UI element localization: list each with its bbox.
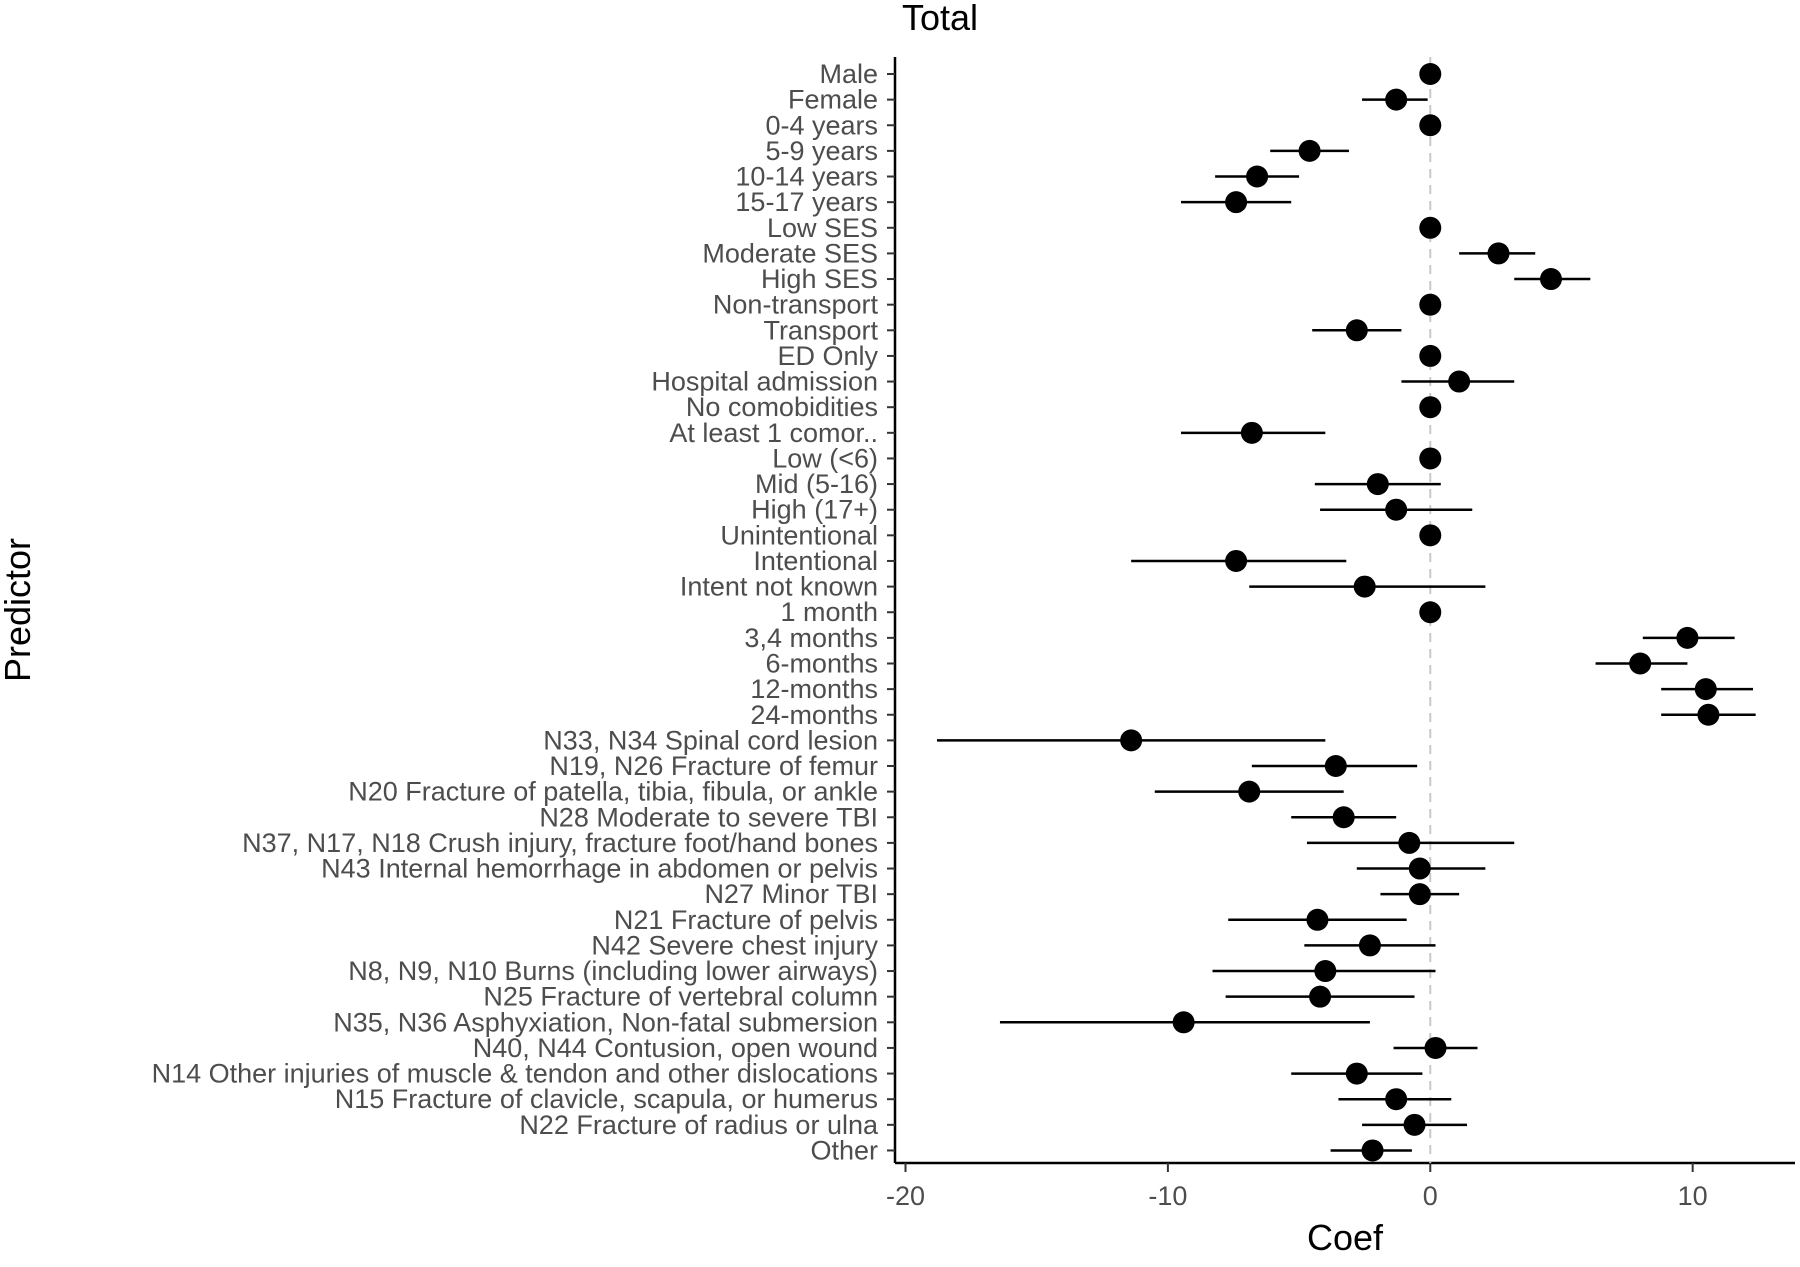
category-label: Low SES — [767, 213, 878, 243]
category-label: Mid (5-16) — [755, 469, 878, 499]
category-label: N33, N34 Spinal cord lesion — [543, 725, 878, 755]
category-label: Other — [810, 1135, 878, 1165]
category-label: N22 Fracture of radius or ulna — [519, 1110, 879, 1140]
point-estimate — [1424, 1036, 1447, 1059]
category-label: Female — [788, 85, 878, 115]
category-label: 24-months — [750, 700, 878, 730]
category-label: At least 1 comor.. — [669, 418, 878, 448]
point-estimate — [1385, 1088, 1408, 1111]
x-axis-title: Coef — [1307, 1217, 1384, 1258]
category-label: N21 Fracture of pelvis — [614, 905, 878, 935]
x-tick-label: 10 — [1678, 1181, 1708, 1211]
point-estimate — [1225, 191, 1248, 214]
category-label: N20 Fracture of patella, tibia, fibula, … — [348, 777, 878, 807]
point-estimate — [1172, 1011, 1195, 1034]
category-label: Non-transport — [713, 290, 879, 320]
category-label: 3,4 months — [744, 623, 878, 653]
x-ticks: -20 -10 0 10 — [886, 1163, 1708, 1211]
category-label: N25 Fracture of vertebral column — [483, 982, 878, 1012]
point-estimate — [1358, 934, 1381, 957]
point-estimate — [1246, 165, 1269, 188]
point-estimate — [1419, 63, 1442, 85]
point-estimate — [1353, 575, 1376, 598]
category-label: 10-14 years — [735, 162, 878, 192]
point-estimate — [1361, 1139, 1384, 1162]
category-label: N14 Other injuries of muscle & tendon an… — [152, 1059, 878, 1089]
category-label: Intentional — [753, 546, 878, 576]
category-label: N28 Moderate to severe TBI — [539, 802, 878, 832]
point-estimate — [1345, 1062, 1368, 1085]
point-estimate — [1314, 960, 1337, 983]
point-estimate — [1419, 396, 1442, 419]
category-label: N43 Internal hemorrhage in abdomen or pe… — [321, 854, 878, 884]
point-estimate — [1298, 139, 1321, 162]
point-estimate — [1345, 319, 1368, 342]
point-estimate — [1408, 857, 1431, 880]
category-label: Unintentional — [720, 520, 878, 550]
category-label: Transport — [763, 315, 878, 345]
category-label: 1 month — [780, 597, 878, 627]
category-label: N35, N36 Asphyxiation, Non-fatal submers… — [333, 1007, 878, 1037]
point-estimate — [1408, 883, 1431, 906]
estimate-marks — [936, 63, 1756, 1162]
point-estimate — [1238, 780, 1261, 803]
point-estimate — [1385, 88, 1408, 111]
point-estimate — [1398, 831, 1421, 854]
category-label: Low (<6) — [772, 443, 878, 473]
point-estimate — [1676, 626, 1699, 649]
category-label: 12-months — [750, 674, 878, 704]
category-label: Moderate SES — [702, 238, 878, 268]
point-estimate — [1403, 1113, 1426, 1136]
point-estimate — [1419, 216, 1442, 239]
point-estimate — [1332, 806, 1355, 829]
point-estimate — [1419, 447, 1442, 470]
category-label: High SES — [761, 264, 878, 294]
category-label: No comobidities — [686, 392, 878, 422]
point-estimate — [1309, 985, 1332, 1008]
category-label: 15-17 years — [735, 187, 878, 217]
point-estimate — [1419, 601, 1442, 624]
category-label: Male — [819, 59, 878, 89]
point-estimate — [1366, 473, 1389, 496]
x-tick-label: -20 — [886, 1181, 925, 1211]
point-estimate — [1629, 652, 1652, 675]
category-label: Intent not known — [680, 572, 878, 602]
x-tick-label: 0 — [1423, 1181, 1438, 1211]
point-estimate — [1225, 549, 1248, 572]
point-estimate — [1306, 908, 1329, 931]
category-label: High (17+) — [751, 495, 878, 525]
category-label: N15 Fracture of clavicle, scapula, or hu… — [335, 1084, 878, 1114]
category-label: N40, N44 Contusion, open wound — [473, 1033, 878, 1063]
point-estimate — [1120, 729, 1143, 752]
point-estimate — [1694, 678, 1717, 701]
point-estimate — [1419, 344, 1442, 367]
category-label: ED Only — [777, 341, 878, 371]
category-label: 0-4 years — [765, 110, 878, 140]
point-estimate — [1487, 242, 1510, 265]
category-label: N42 Severe chest injury — [591, 930, 878, 960]
point-estimate — [1539, 268, 1562, 291]
point-estimate — [1240, 421, 1263, 444]
chart-title: Total — [902, 0, 978, 38]
point-estimate — [1419, 114, 1442, 137]
category-label: Hospital admission — [651, 367, 878, 397]
point-estimate — [1448, 370, 1471, 393]
category-label: 5-9 years — [765, 136, 878, 166]
point-estimate — [1324, 755, 1347, 778]
category-label: 6-months — [765, 648, 878, 678]
category-label: N27 Minor TBI — [704, 879, 878, 909]
y-axis-title: Predictor — [0, 538, 38, 682]
category-label: N19, N26 Fracture of femur — [549, 751, 878, 781]
point-estimate — [1385, 498, 1408, 521]
point-estimate — [1419, 524, 1442, 547]
point-estimate — [1419, 293, 1442, 316]
category-label: N37, N17, N18 Crush injury, fracture foo… — [242, 828, 878, 858]
category-label: N8, N9, N10 Burns (including lower airwa… — [348, 956, 878, 986]
x-tick-label: -10 — [1148, 1181, 1187, 1211]
point-estimate — [1697, 703, 1720, 726]
